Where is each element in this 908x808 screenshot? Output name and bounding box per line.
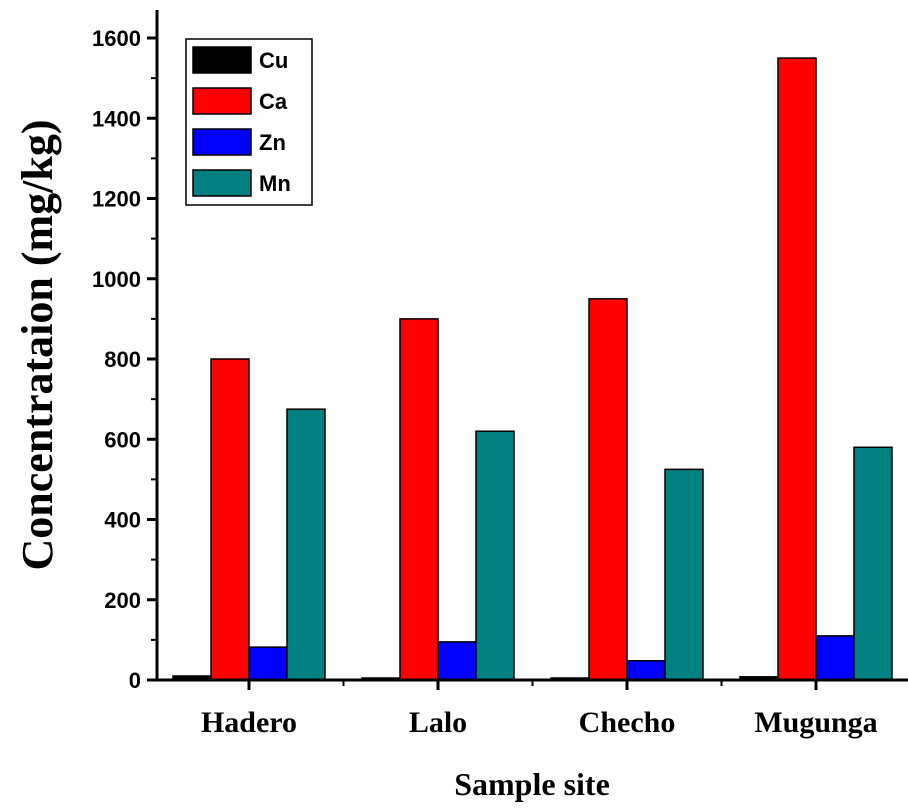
bar-zn-hadero: [248, 646, 288, 681]
y-tick-label: 1400: [92, 106, 141, 131]
x-tick-label: Hadero: [201, 706, 297, 739]
y-tick-label: 1000: [92, 267, 141, 292]
bar-zn-checho: [626, 659, 666, 681]
legend-label-zn: Zn: [259, 130, 286, 155]
y-tick-label: 0: [129, 668, 141, 693]
x-axis-title: Sample site: [454, 766, 610, 802]
bar-mn-mugunga: [853, 446, 893, 681]
bar-mn-checho: [664, 468, 704, 681]
labels-layer: 0 200 400 600 800 1000 1200 1400 1600 Hadero Lalo C…: [13, 26, 878, 802]
y-tick-label: 1200: [92, 187, 141, 212]
x-tick-label: Checho: [579, 706, 676, 739]
legend-label-ca: Ca: [259, 89, 288, 114]
y-tick-label: 800: [104, 347, 141, 372]
y-axis-title: Concentrataion (mg/kg): [13, 120, 62, 571]
legend-swatch-zn: [192, 128, 252, 156]
y-tick-label: 600: [104, 427, 141, 452]
legend-swatch-ca: [192, 87, 252, 115]
x-tick-label: Mugunga: [754, 706, 877, 739]
legend-label-cu: Cu: [259, 48, 288, 73]
bar-zn-mugunga: [815, 635, 855, 681]
bar-ca-checho: [588, 298, 628, 681]
legend-swatch-cu: [192, 46, 252, 74]
bar-ca-lalo: [399, 318, 439, 681]
bar-ca-hadero: [210, 358, 250, 681]
legend-label-mn: Mn: [259, 171, 291, 196]
bar-mn-lalo: [475, 430, 515, 681]
y-tick-label: 200: [104, 588, 141, 613]
bar-zn-lalo: [437, 641, 477, 681]
x-tick-label: Lalo: [409, 706, 467, 739]
y-tick-label: 400: [104, 508, 141, 533]
y-tick-label: 1600: [92, 26, 141, 51]
legend: Cu Ca Zn Mn: [185, 38, 313, 206]
bar-mn-hadero: [286, 408, 326, 681]
legend-swatch-mn: [192, 169, 252, 197]
axes-layer: [147, 10, 908, 690]
bars-layer: [172, 57, 893, 681]
bar-ca-mugunga: [777, 57, 817, 681]
